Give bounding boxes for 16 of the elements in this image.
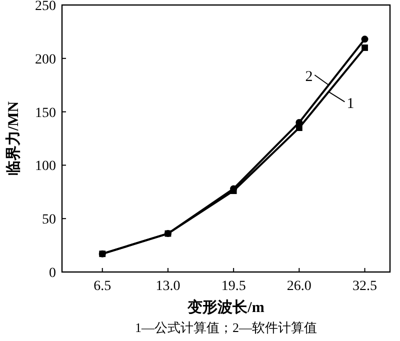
y-axis-title: 临界力/MN [5,101,22,176]
x-tick-label: 13.0 [156,279,180,294]
y-tick-label: 200 [35,52,56,68]
x-tick-label: 19.5 [221,279,246,294]
y-tick-label: 150 [35,106,56,121]
x-tick-label: 26.0 [286,279,312,294]
text: 1—公式计算值；2—软件计算值 [135,320,317,335]
x-axis-title: 变形波长/m [186,298,265,316]
x-tick-label: 32.5 [352,279,378,294]
x-tick-label: 6.5 [94,279,112,294]
y-tick-label: 0 [49,266,56,281]
legend-label: 1 [346,96,354,112]
y-tick-label: 100 [35,159,56,174]
series-label: 2 [305,68,313,85]
y-tick-label: 50 [42,212,56,228]
y-tick-label: 250 [35,0,56,14]
